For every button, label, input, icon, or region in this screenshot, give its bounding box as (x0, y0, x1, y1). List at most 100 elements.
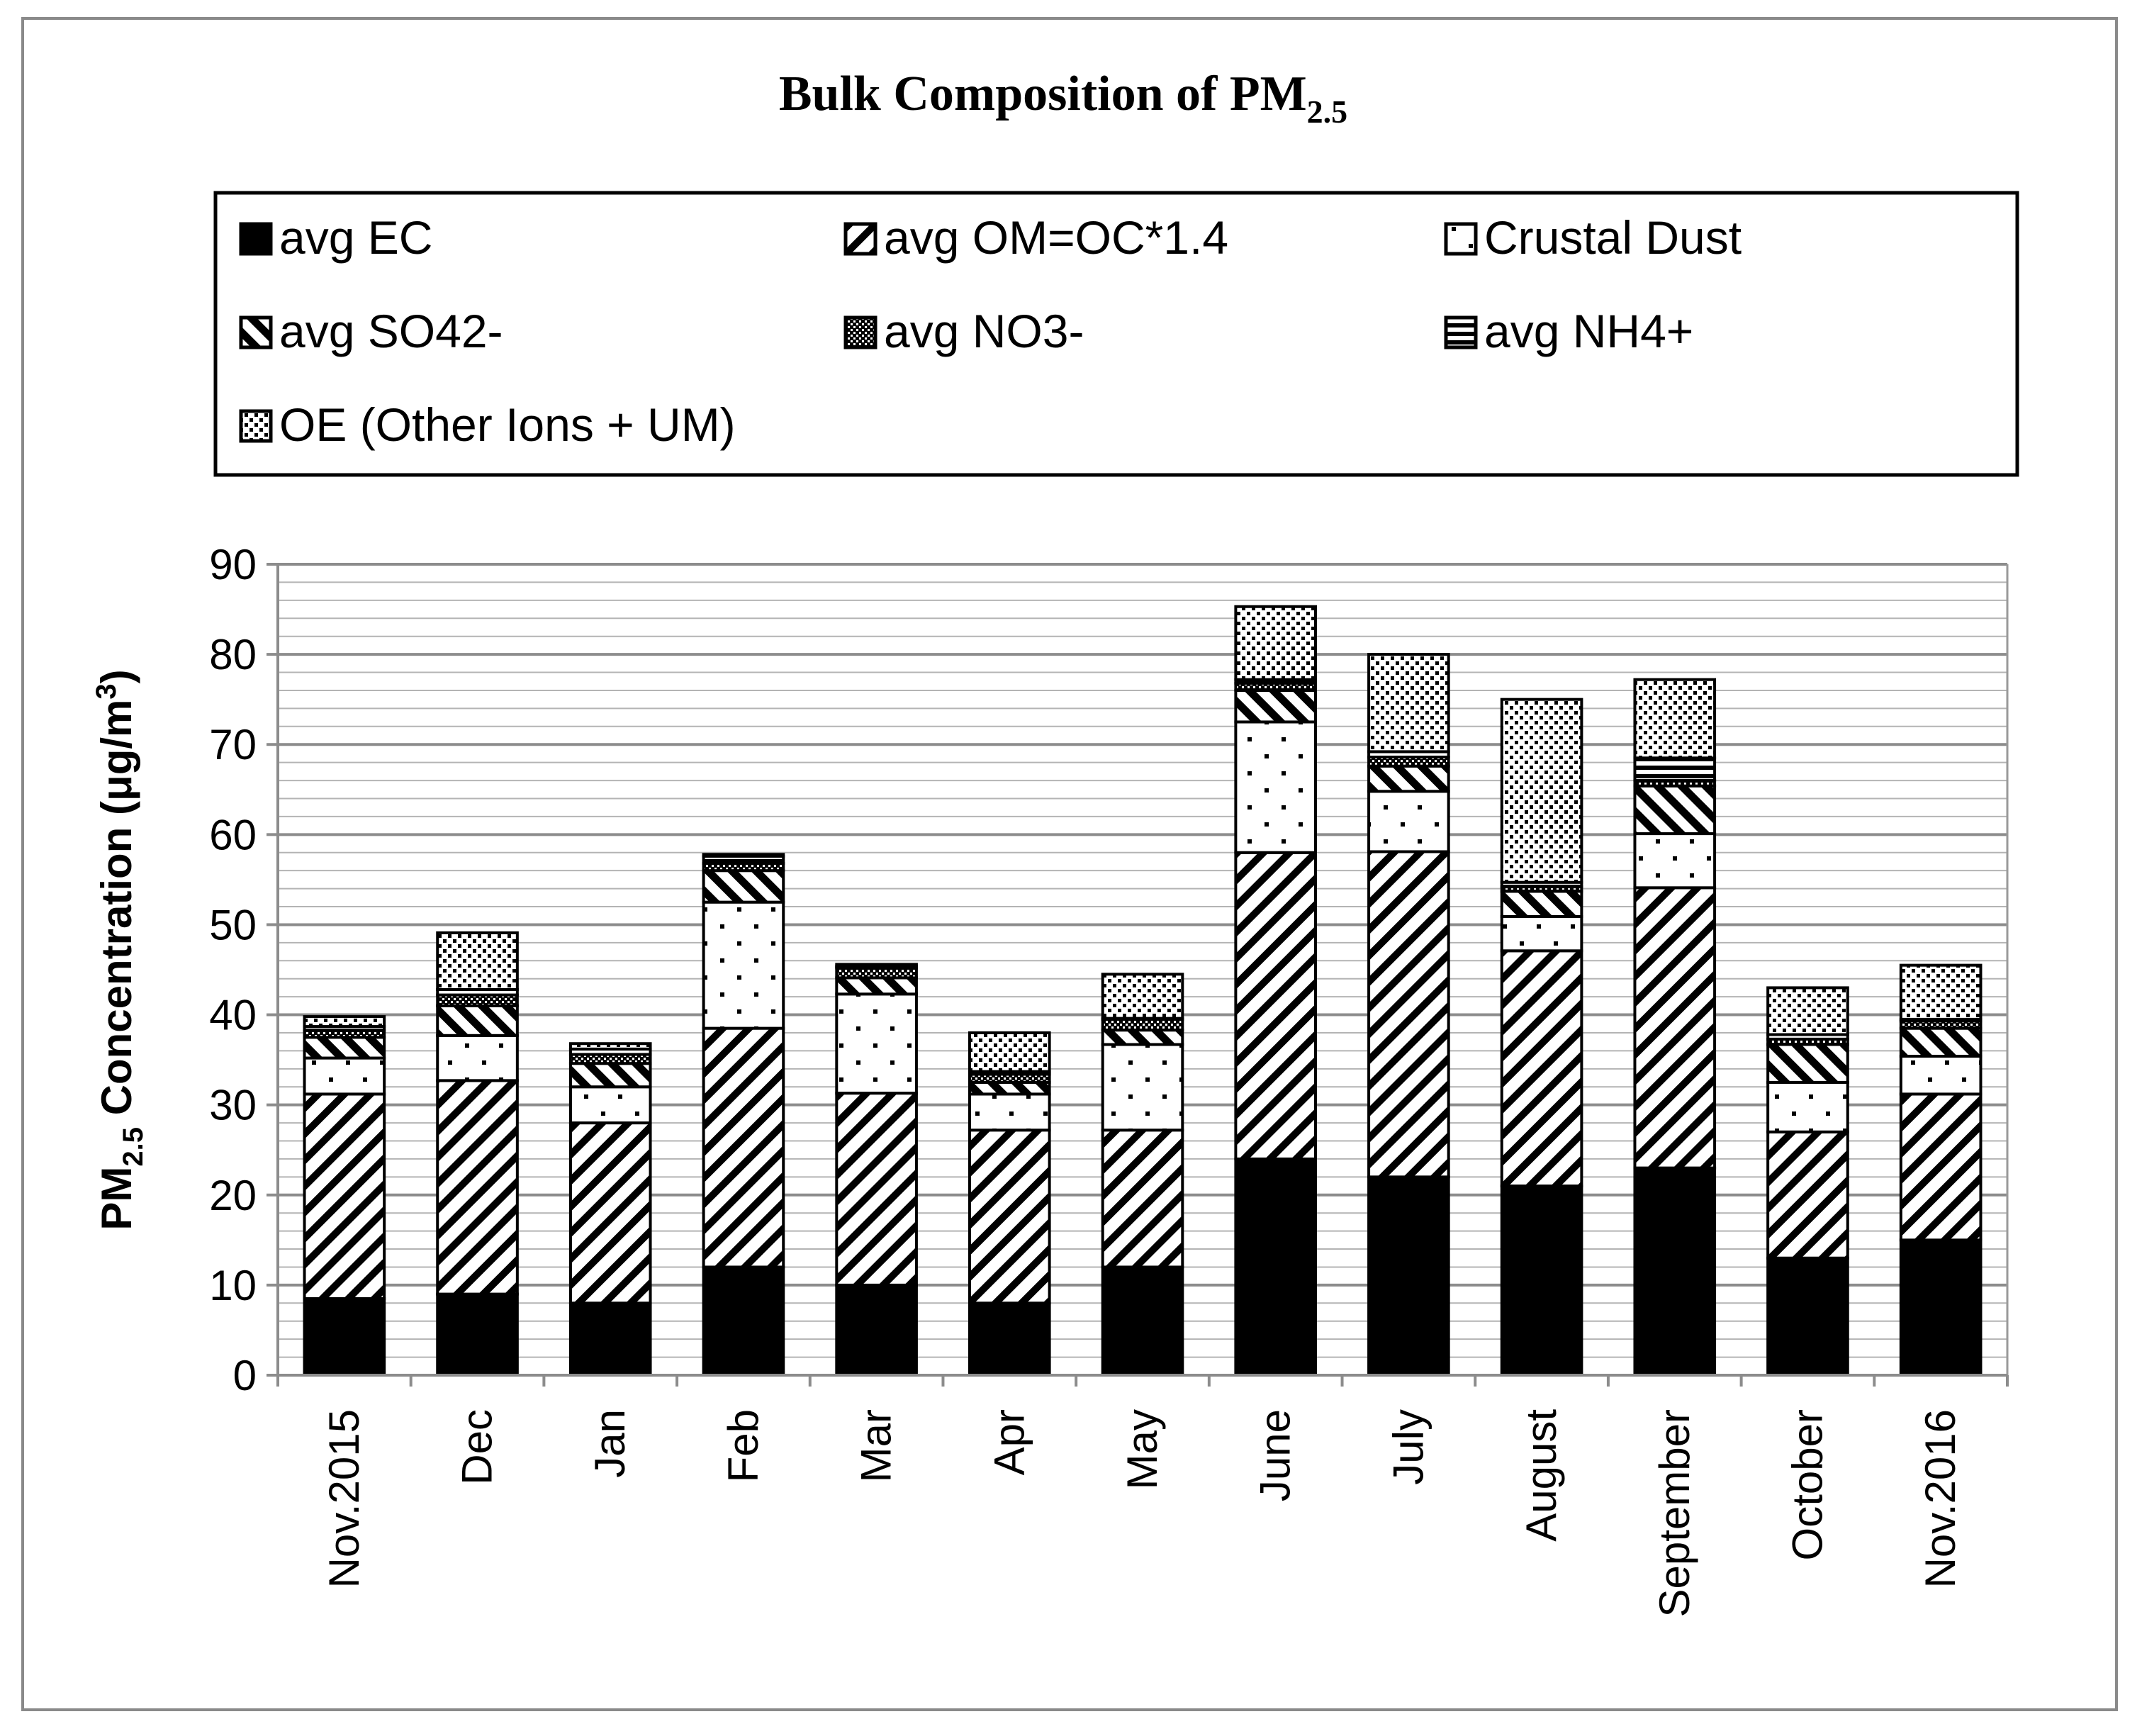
bar-segment-avg-ec (1500, 1185, 1583, 1377)
y-axis-title: PM2.5 Concentration (μg/m3) (91, 669, 149, 1230)
legend-swatch (239, 222, 273, 256)
x-tick-label: Jan (586, 1409, 634, 1478)
legend-swatch (239, 409, 273, 443)
bar-segment-avg-so42 (568, 1062, 652, 1089)
bar-segment-avg-ec (568, 1301, 652, 1377)
bar-segment-crustal-dust (1101, 1043, 1184, 1132)
legend-label: avg SO42- (279, 305, 503, 357)
bar-segment-avg-om-oc-1-4 (968, 1129, 1051, 1305)
bar-stack-feb (702, 853, 785, 1377)
bar-segment-crustal-dust (1899, 1055, 1983, 1096)
bar-segment-crustal-dust (835, 992, 918, 1095)
bar-segment-avg-so42 (968, 1080, 1051, 1096)
legend-entry-avg-no3: avg NO3- (843, 305, 1084, 357)
bar-stack-june (1234, 605, 1318, 1377)
bar-stack-october (1766, 986, 1849, 1377)
bar-segment-avg-om-oc-1-4 (1101, 1129, 1184, 1269)
legend-swatch (843, 315, 877, 349)
bar-segment-oe-other-ions-um (968, 1031, 1051, 1073)
x-tick-label: May (1118, 1409, 1166, 1489)
y-tick-label: 80 (209, 631, 257, 678)
y-tick-label: 10 (209, 1262, 257, 1309)
bar-stack-july (1367, 653, 1450, 1377)
bar-stack-apr (968, 1031, 1051, 1377)
bar-segment-oe-other-ions-um (303, 1015, 386, 1029)
legend-entry-avg-so42: avg SO42- (239, 305, 503, 357)
bar-segment-avg-no3 (436, 993, 519, 1007)
bar-segment-avg-so42 (436, 1004, 519, 1037)
legend-swatch (843, 222, 877, 256)
x-tick-label: September (1651, 1409, 1698, 1618)
legend: avg EC avg OM=OC*1.4 Crustal Dust avg SO42-… (239, 211, 1742, 451)
bar-segment-crustal-dust (568, 1085, 652, 1125)
bar-segment-avg-ec (1766, 1256, 1849, 1377)
bar-segment-crustal-dust (1367, 790, 1450, 853)
bar-segment-oe-other-ions-um (1500, 698, 1583, 884)
bar-segment-avg-ec (1899, 1238, 1983, 1377)
x-tick-label: August (1518, 1409, 1565, 1542)
y-tick-label: 70 (209, 721, 257, 768)
bar-segment-avg-om-oc-1-4 (1899, 1092, 1983, 1242)
bar-segment-avg-ec (1101, 1265, 1184, 1377)
bar-segment-oe-other-ions-um (1101, 973, 1184, 1020)
bar-segment-avg-no3 (1101, 1017, 1184, 1032)
bar-segment-avg-so42 (303, 1036, 386, 1060)
bar-segment-avg-om-oc-1-4 (1766, 1130, 1849, 1260)
x-tick-label: Dec (454, 1409, 501, 1485)
bar-segment-crustal-dust (303, 1056, 386, 1096)
bar-segment-avg-nh4 (1633, 756, 1717, 783)
bar-segment-crustal-dust (702, 900, 785, 1030)
legend-entry-avg-nh4: avg NH4+ (1444, 305, 1693, 357)
legend-entry-avg-ec: avg EC (239, 211, 432, 264)
bar-segment-oe-other-ions-um (568, 1042, 652, 1051)
bar-segment-avg-so42 (702, 869, 785, 904)
legend-label: avg EC (279, 211, 432, 264)
y-tick-label: 0 (233, 1352, 257, 1399)
bar-segment-crustal-dust (436, 1034, 519, 1082)
x-tick-label: Nov.2015 (320, 1409, 368, 1588)
bar-segment-avg-so42 (1367, 764, 1450, 793)
bar-stack-nov-2015 (303, 1015, 386, 1377)
title-subscript: 2.5 (1307, 94, 1348, 130)
x-tick-label: October (1783, 1409, 1831, 1560)
bar-segment-oe-other-ions-um (1234, 605, 1318, 681)
bar-segment-avg-so42 (835, 976, 918, 996)
x-tick-label: July (1384, 1409, 1432, 1485)
legend-swatch (239, 315, 273, 349)
bar-segment-oe-other-ions-um (1899, 963, 1983, 1021)
legend-entry-oe-other-ions-um: OE (Other Ions + UM) (239, 398, 736, 451)
legend-swatch (1444, 222, 1478, 256)
legend-entry-crustal-dust: Crustal Dust (1444, 211, 1742, 264)
bar-segment-avg-ec (968, 1301, 1051, 1377)
bar-segment-avg-om-oc-1-4 (1500, 949, 1583, 1188)
bar-segment-avg-om-oc-1-4 (1234, 851, 1318, 1160)
legend-label: avg NH4+ (1484, 305, 1693, 357)
bar-segment-crustal-dust (1234, 720, 1318, 854)
bar-segment-oe-other-ions-um (436, 931, 519, 991)
x-tick-label: Feb (719, 1409, 767, 1482)
legend-label: avg OM=OC*1.4 (884, 211, 1228, 264)
legend-label: OE (Other Ions + UM) (279, 398, 736, 451)
bar-stack-dec (436, 931, 519, 1377)
bar-segment-oe-other-ions-um (702, 853, 785, 858)
bar-segment-avg-om-oc-1-4 (1633, 886, 1717, 1170)
bar-segment-crustal-dust (1633, 832, 1717, 890)
bar-segment-avg-om-oc-1-4 (303, 1092, 386, 1300)
bar-segment-avg-ec (835, 1283, 918, 1377)
y-tick-label: 90 (209, 541, 257, 588)
bar-segment-oe-other-ions-um (1367, 653, 1450, 754)
legend-swatch (1444, 315, 1478, 349)
bars (303, 605, 1983, 1377)
bar-segment-oe-other-ions-um (835, 963, 918, 968)
y-tick-label: 60 (209, 811, 257, 858)
bar-stack-may (1101, 973, 1184, 1377)
bar-segment-crustal-dust (1500, 915, 1583, 953)
axes: 0 10 20 30 40 50 60 70 80 90 Nov.2015 Dec Jan Feb Mar A… (209, 541, 2009, 1618)
bar-segment-oe-other-ions-um (1766, 986, 1849, 1036)
bar-segment-avg-so42 (1101, 1029, 1184, 1046)
legend-box (213, 191, 2019, 477)
bar-segment-avg-so42 (1899, 1026, 1983, 1058)
bar-segment-avg-no3 (835, 966, 918, 980)
y-tick-label: 30 (209, 1082, 257, 1129)
